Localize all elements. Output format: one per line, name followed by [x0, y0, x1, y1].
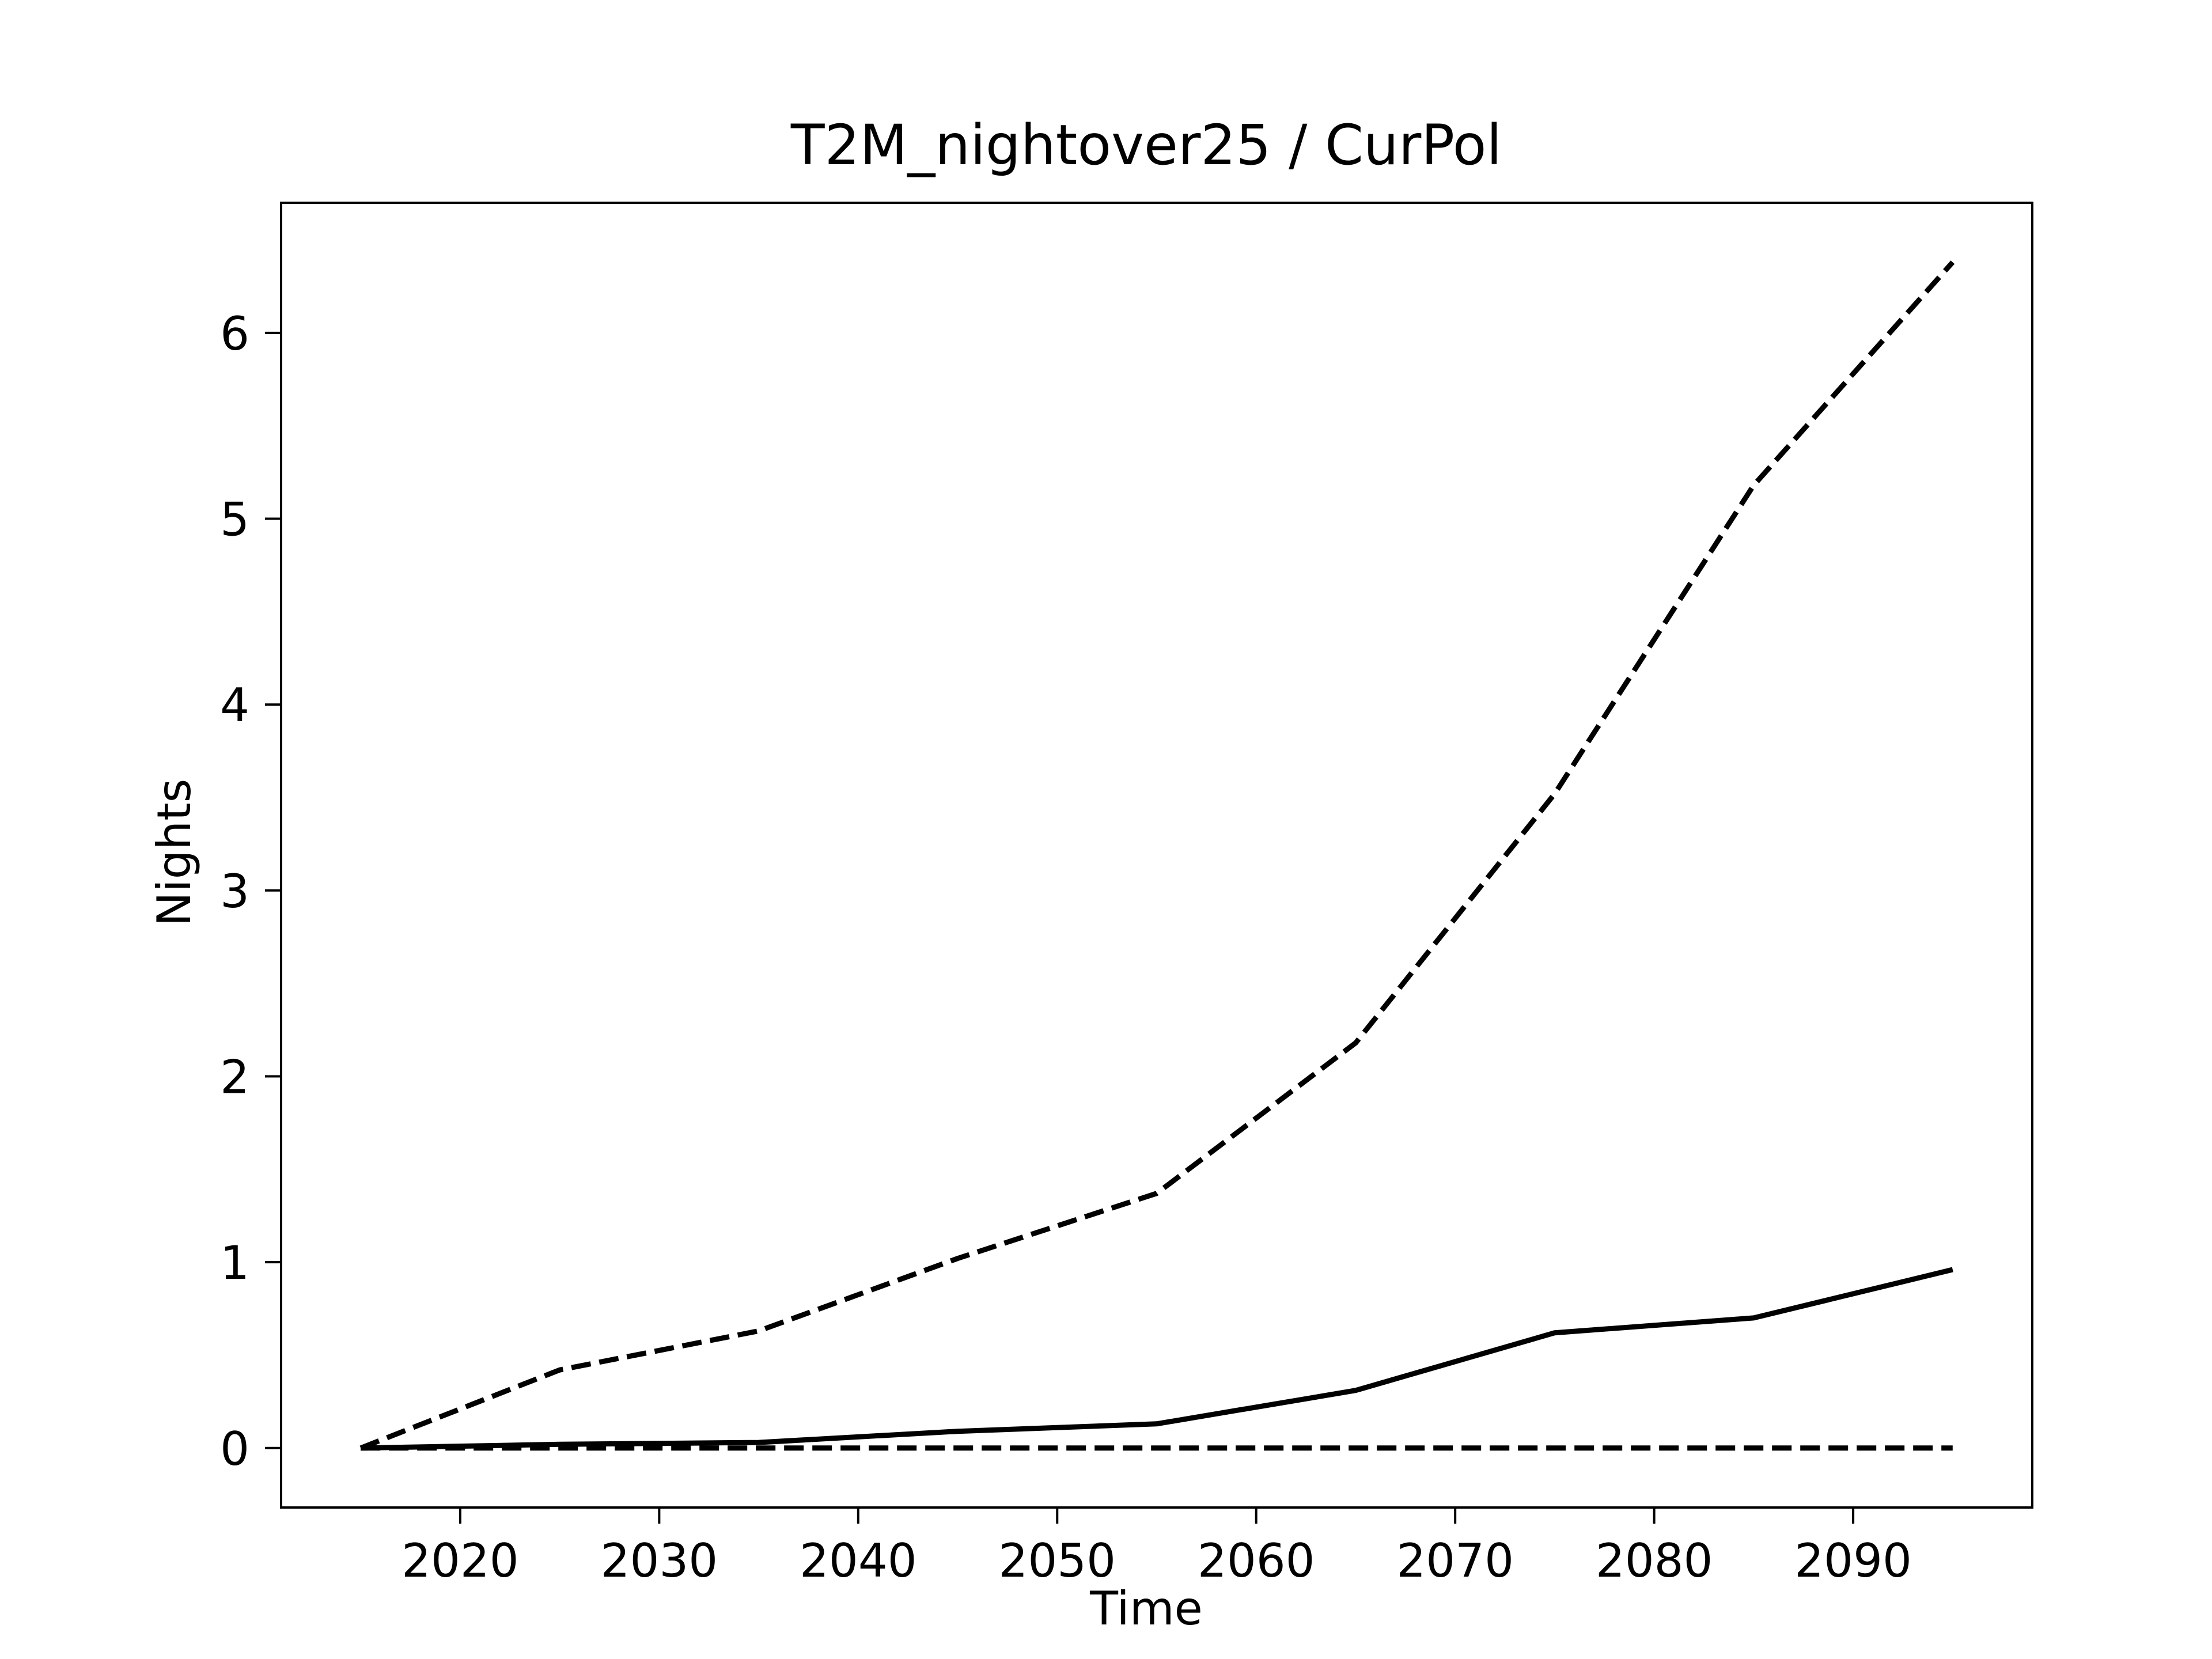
x-tick-label: 2050: [998, 1534, 1116, 1588]
y-axis: 0 1 2 3 4 5 6: [220, 307, 281, 1476]
y-tick-label: 0: [220, 1422, 249, 1476]
y-tick-label: 3: [220, 865, 249, 918]
y-tick-label: 4: [220, 679, 249, 732]
x-axis-label: Time: [1089, 1582, 1203, 1635]
y-tick-label: 5: [220, 493, 249, 547]
x-tick-label: 2060: [1198, 1534, 1315, 1588]
y-tick-label: 6: [220, 307, 249, 361]
y-tick-label: 2: [220, 1050, 249, 1104]
x-tick-label: 2070: [1396, 1534, 1514, 1588]
series-line-2: [361, 1267, 1953, 1451]
chart-title: T2M_nightover25 / CurPol: [790, 113, 1502, 177]
x-axis: 2020 2030 2040 2050 2060 2070 2080 2090: [402, 1508, 1912, 1588]
y-axis-label: Nights: [147, 779, 201, 927]
plot-lines: [359, 260, 1955, 1451]
plot-frame: [280, 202, 2033, 1509]
series-line-1: [359, 260, 1955, 1450]
x-tick-label: 2080: [1596, 1534, 1713, 1588]
y-tick-label: 1: [220, 1236, 249, 1290]
x-tick-label: 2090: [1794, 1534, 1912, 1588]
x-tick-label: 2020: [402, 1534, 519, 1588]
x-tick-label: 2040: [800, 1534, 917, 1588]
x-tick-label: 2030: [601, 1534, 718, 1588]
